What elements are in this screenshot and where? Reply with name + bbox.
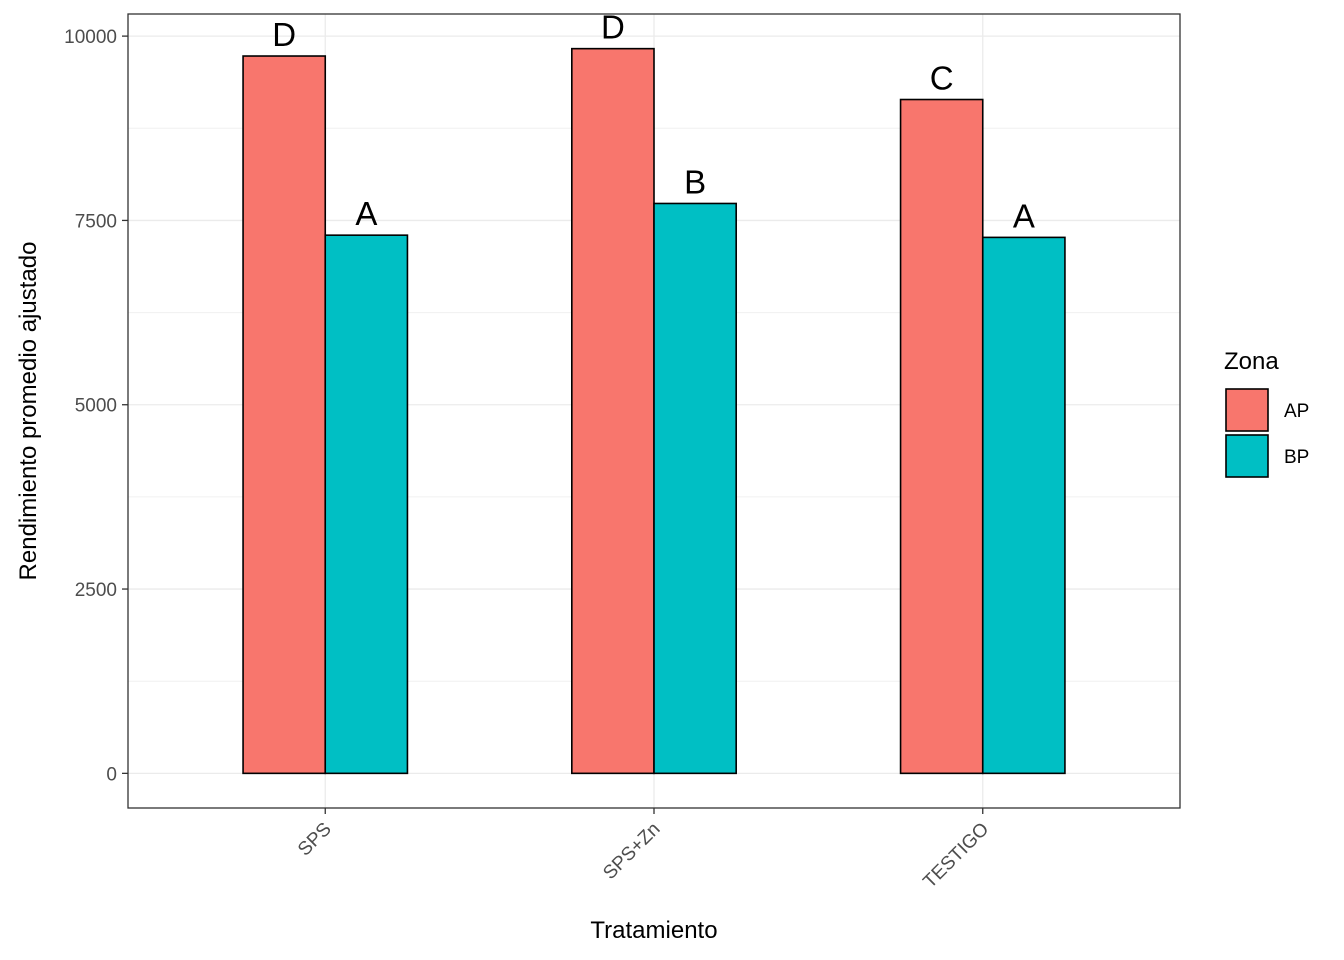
legend-key-ap <box>1225 388 1269 432</box>
y-tick-label: 5000 <box>75 396 117 417</box>
bar-data-label: C <box>930 60 954 97</box>
bar-data-label: A <box>355 195 377 232</box>
legend-title: Zona <box>1224 348 1279 375</box>
bar-data-label: A <box>1013 197 1035 234</box>
legend: Zona AP BP <box>1224 348 1309 478</box>
x-tick-label: TESTIGO <box>919 819 993 893</box>
bar-bp <box>324 234 409 775</box>
x-tick-label: SPS <box>294 819 336 861</box>
bar-bp <box>653 202 737 775</box>
legend-label: BP <box>1284 447 1309 468</box>
bar-data-label: D <box>601 9 625 46</box>
legend-label: AP <box>1284 401 1309 422</box>
bar-ap <box>899 98 984 775</box>
bar-data-label: D <box>272 16 296 53</box>
y-tick-label: 2500 <box>75 580 117 601</box>
bar-data-label: B <box>684 163 706 200</box>
bar-bp <box>981 236 1066 775</box>
bars <box>242 47 1066 775</box>
y-tick-label: 10000 <box>64 27 117 48</box>
bar-ap <box>242 55 327 775</box>
x-tick-label: SPS+Zn <box>599 819 664 884</box>
x-axis-title: Tratamiento <box>590 917 717 944</box>
y-tick-label: 7500 <box>75 211 117 232</box>
y-tick-label: 0 <box>106 764 117 785</box>
legend-key-bp <box>1225 434 1269 478</box>
x-axis: SPS SPS+Zn TESTIGO <box>294 808 993 893</box>
bar-labels: D A D B C A <box>272 9 1035 235</box>
y-axis: 0 2500 5000 7500 10000 <box>64 27 128 785</box>
bar-ap <box>571 47 655 775</box>
y-axis-title: Rendimiento promedio ajustado <box>15 242 42 581</box>
